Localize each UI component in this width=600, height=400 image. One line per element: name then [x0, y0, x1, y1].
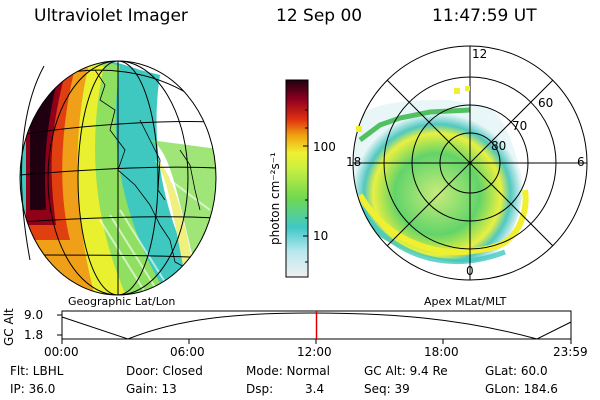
mlt-label-0: 0	[466, 264, 474, 278]
left-panel-caption: Geographic Lat/Lon	[68, 295, 176, 308]
right-panel-caption: Apex MLat/MLT	[424, 295, 507, 308]
status-gain: Gain: 13	[126, 382, 177, 396]
timeline-xtick-2359: 23:59	[553, 345, 588, 359]
status-dsp-label: Dsp:	[246, 382, 274, 396]
instrument-title: Ultraviolet Imager	[34, 6, 188, 26]
polar-plot	[352, 45, 588, 281]
timeline-xtick-1200: 12:00	[297, 345, 332, 359]
timeline-ytick-9: 9.0	[24, 308, 44, 322]
colorbar-tick-10: 10	[313, 229, 329, 243]
colorbar-unit-label: photon cm⁻²s⁻¹	[268, 152, 282, 245]
mlat-label-80: 80	[491, 139, 507, 153]
status-gc-alt: GC Alt: 9.4 Re	[364, 364, 448, 378]
mlt-label-12: 12	[472, 47, 488, 61]
status-seq: Seq: 39	[364, 382, 410, 396]
timeline-ylabel: GC Alt	[2, 308, 16, 346]
status-door: Door: Closed	[126, 364, 203, 378]
colorbar-tick-100: 100	[313, 140, 336, 154]
timeline-ytick-1-8: 1.8	[24, 328, 44, 342]
mlat-label-60: 60	[538, 96, 554, 110]
timeline-xtick-0000: 00:00	[44, 345, 79, 359]
mlat-label-70: 70	[512, 119, 528, 133]
mlt-label-18: 18	[346, 155, 362, 169]
status-mode: Mode: Normal	[246, 364, 330, 378]
status-ip: IP: 36.0	[10, 382, 56, 396]
status-filter: Flt: LBHL	[10, 364, 64, 378]
timeline-xtick-0600: 06:00	[170, 345, 205, 359]
date-label: 12 Sep 00	[276, 6, 363, 26]
geographic-globe	[19, 60, 217, 296]
orbit-timeline	[57, 310, 572, 344]
status-dsp-value: 3.4	[305, 382, 325, 396]
status-glon: GLon: 184.6	[485, 382, 558, 396]
timeline-xtick-1800: 18:00	[424, 345, 459, 359]
status-glat: GLat: 60.0	[485, 364, 548, 378]
mlt-label-6: 6	[577, 155, 585, 169]
colorbar	[285, 79, 309, 278]
time-label: 11:47:59 UT	[432, 6, 537, 26]
